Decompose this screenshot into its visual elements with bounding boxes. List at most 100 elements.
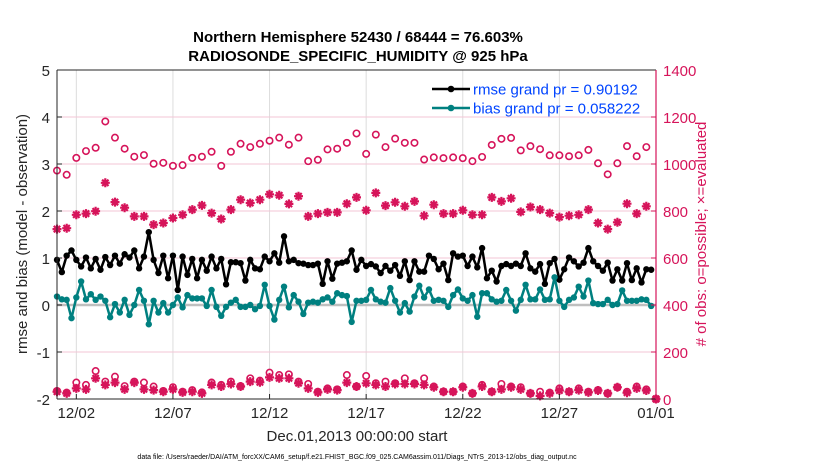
evaluated-obs-marker bbox=[120, 384, 130, 394]
evaluated-obs-marker bbox=[129, 378, 139, 388]
series-0 bbox=[53, 228, 655, 294]
data-point bbox=[189, 295, 196, 302]
possible-obs-marker bbox=[255, 139, 264, 148]
evaluated-obs-marker bbox=[381, 201, 390, 211]
data-point bbox=[324, 258, 331, 265]
data-point bbox=[387, 284, 394, 292]
data-point bbox=[285, 304, 293, 311]
data-point bbox=[203, 267, 210, 274]
possible-obs-marker bbox=[613, 159, 622, 168]
data-point bbox=[276, 259, 283, 266]
data-point bbox=[532, 296, 539, 303]
data-point bbox=[643, 266, 650, 273]
evaluated-obs-marker bbox=[265, 189, 274, 199]
possible-obs-marker bbox=[352, 129, 361, 138]
data-point bbox=[377, 269, 384, 277]
data-point bbox=[618, 287, 626, 294]
evaluated-obs-marker bbox=[207, 208, 217, 218]
data-point bbox=[541, 280, 549, 288]
data-point bbox=[599, 300, 607, 308]
possible-obs-marker bbox=[497, 134, 506, 143]
evaluated-obs-marker bbox=[323, 207, 332, 217]
data-point bbox=[522, 250, 529, 257]
data-point bbox=[121, 296, 128, 304]
data-point bbox=[546, 296, 553, 303]
data-point bbox=[333, 290, 341, 297]
evaluated-obs-marker bbox=[477, 382, 487, 391]
evaluated-obs-marker bbox=[197, 200, 207, 210]
data-point bbox=[73, 294, 80, 301]
possible-obs-marker bbox=[101, 117, 110, 126]
possible-obs-marker bbox=[507, 133, 516, 142]
data-point bbox=[237, 303, 244, 311]
evaluated-obs-marker bbox=[100, 178, 110, 188]
evaluated-obs-marker bbox=[535, 205, 545, 215]
evaluated-obs-marker bbox=[400, 201, 410, 211]
data-point bbox=[92, 296, 99, 304]
evaluated-obs-marker bbox=[187, 205, 197, 215]
data-point bbox=[87, 265, 95, 272]
y-tick-label-left: -2 bbox=[37, 392, 50, 409]
evaluated-obs-marker bbox=[535, 391, 545, 401]
data-point bbox=[184, 291, 191, 299]
evaluated-obs-marker bbox=[110, 378, 120, 388]
data-point bbox=[184, 271, 191, 279]
data-point bbox=[198, 256, 206, 264]
evaluated-obs-marker bbox=[71, 210, 81, 220]
evaluated-obs-marker bbox=[216, 214, 226, 224]
data-point bbox=[126, 311, 133, 319]
data-point bbox=[247, 301, 254, 309]
data-point bbox=[565, 296, 573, 304]
evaluated-obs-marker bbox=[429, 200, 439, 210]
evaluated-obs-marker bbox=[158, 218, 168, 228]
possible-obs-marker bbox=[342, 371, 351, 380]
possible-obs-marker bbox=[139, 151, 148, 160]
data-point bbox=[483, 290, 491, 297]
data-point bbox=[503, 286, 510, 294]
evaluated-obs-marker bbox=[284, 199, 294, 209]
data-point bbox=[493, 278, 500, 285]
data-point bbox=[503, 260, 510, 268]
data-point bbox=[169, 252, 177, 259]
evaluated-obs-marker bbox=[632, 209, 642, 219]
evaluated-obs-marker bbox=[62, 388, 72, 398]
data-point bbox=[222, 281, 230, 288]
evaluated-obs-marker bbox=[439, 209, 448, 219]
evaluated-obs-marker bbox=[593, 218, 603, 228]
evaluated-obs-marker bbox=[91, 373, 101, 383]
evaluated-obs-marker bbox=[178, 210, 188, 220]
possible-obs-marker bbox=[458, 154, 467, 163]
data-point bbox=[440, 297, 447, 304]
evaluated-obs-marker bbox=[352, 192, 361, 202]
evaluated-obs-marker bbox=[294, 378, 303, 388]
data-point bbox=[237, 259, 244, 267]
data-point bbox=[512, 260, 520, 267]
data-point bbox=[474, 264, 481, 271]
evaluated-obs-marker bbox=[612, 382, 622, 392]
data-point bbox=[416, 268, 423, 275]
evaluated-obs-marker bbox=[245, 377, 255, 387]
data-point bbox=[493, 298, 500, 305]
evaluated-obs-marker bbox=[448, 209, 458, 219]
x-tick-label: 12/22 bbox=[444, 405, 482, 422]
data-point bbox=[131, 301, 138, 309]
data-point bbox=[633, 297, 640, 304]
data-point bbox=[594, 262, 602, 270]
y-axis-label-left: rmse and bias (model - observation) bbox=[14, 114, 31, 354]
possible-obs-marker bbox=[120, 144, 129, 153]
data-point bbox=[517, 262, 524, 270]
data-point bbox=[546, 259, 553, 267]
data-point bbox=[280, 283, 288, 290]
data-point bbox=[97, 266, 104, 273]
data-point bbox=[285, 258, 293, 265]
data-point bbox=[295, 298, 302, 305]
evaluated-obs-marker bbox=[226, 379, 236, 389]
evaluated-obs-marker bbox=[467, 210, 477, 220]
data-point bbox=[362, 262, 370, 270]
data-point bbox=[367, 260, 375, 268]
x-tick-label: 12/17 bbox=[347, 405, 385, 422]
data-point bbox=[445, 303, 452, 311]
data-point bbox=[638, 279, 645, 286]
y-tick-label-left: 1 bbox=[42, 251, 50, 268]
